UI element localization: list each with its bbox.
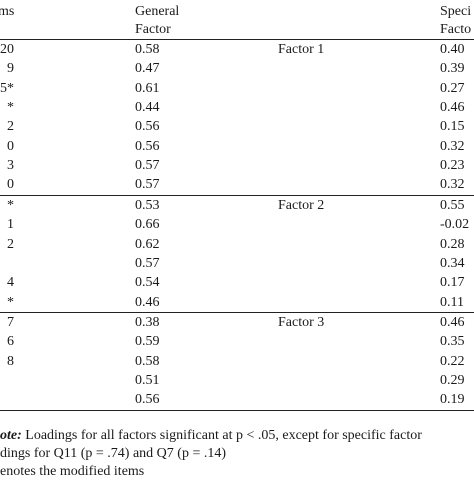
specific-loading: 0.46 xyxy=(440,100,465,116)
specific-loading: 0.34 xyxy=(440,255,465,271)
general-loading: 0.57 xyxy=(135,158,160,174)
item-label: 0 xyxy=(7,177,14,193)
item-label: * xyxy=(7,100,14,116)
note-line-2: dings for Q11 (p = .74) and Q7 (p = .14) xyxy=(0,446,227,461)
item-label: * xyxy=(7,197,14,213)
specific-loading: 0.22 xyxy=(440,353,465,369)
item-label: 5* xyxy=(0,80,14,96)
item-label: * xyxy=(7,294,14,310)
note-text: Loadings for all factors significant at … xyxy=(21,428,422,443)
note-label: ote: xyxy=(0,428,22,443)
factor-label: Factor 3 xyxy=(278,314,325,330)
note-line-1: ote: Loadings for all factors significan… xyxy=(0,428,422,444)
general-loading: 0.44 xyxy=(135,100,160,116)
general-loading: 0.59 xyxy=(135,334,160,350)
table-bottom-rule xyxy=(0,409,474,411)
general-loading: 0.54 xyxy=(135,275,160,291)
general-loading: 0.38 xyxy=(135,314,160,330)
item-label: 4 xyxy=(7,275,14,291)
specific-loading: 0.15 xyxy=(440,119,465,135)
general-loading: 0.47 xyxy=(135,61,160,77)
general-loading: 0.56 xyxy=(135,119,160,135)
general-loading: 0.56 xyxy=(135,392,160,408)
specific-loading: 0.23 xyxy=(440,158,465,174)
note-line-3: enotes the modified items xyxy=(0,464,145,479)
specific-loading: 0.32 xyxy=(440,177,465,193)
item-label: 0 xyxy=(7,138,14,154)
factor-label: Factor 2 xyxy=(278,197,325,213)
specific-loading: 0.27 xyxy=(440,80,465,96)
item-label: 1 xyxy=(7,217,14,233)
header-specific-line2: Facto xyxy=(440,22,472,37)
group-separator xyxy=(0,194,474,196)
specific-loading: 0.11 xyxy=(440,294,464,310)
specific-loading: 0.29 xyxy=(440,372,465,388)
item-label: 9 xyxy=(7,61,14,77)
header-general-line1: General xyxy=(135,4,180,19)
specific-loading: 0.35 xyxy=(440,334,465,350)
general-loading: 0.57 xyxy=(135,255,160,271)
general-loading: 0.57 xyxy=(135,177,160,193)
item-label: 6 xyxy=(7,334,14,350)
specific-loading: 0.19 xyxy=(440,392,465,408)
general-loading: 0.62 xyxy=(135,236,160,252)
item-label: 20 xyxy=(0,42,14,57)
general-loading: 0.66 xyxy=(135,217,160,233)
specific-loading: -0.02 xyxy=(440,217,470,233)
specific-loading: 0.40 xyxy=(440,42,465,57)
item-label: 8 xyxy=(7,353,14,369)
header-specific-line1: Speci xyxy=(440,4,472,19)
general-loading: 0.58 xyxy=(135,353,160,369)
group-separator xyxy=(0,311,474,313)
specific-loading: 0.55 xyxy=(440,197,465,213)
item-label: 2 xyxy=(7,119,14,135)
header-rule xyxy=(0,39,474,40)
factor-label: Factor 1 xyxy=(278,42,325,57)
general-loading: 0.56 xyxy=(135,138,160,154)
header-general-line2: Factor xyxy=(135,22,171,37)
specific-loading: 0.32 xyxy=(440,138,465,154)
header-items: ms xyxy=(0,4,15,19)
general-loading: 0.58 xyxy=(135,42,160,57)
general-loading: 0.53 xyxy=(135,197,160,213)
item-label: 3 xyxy=(7,158,14,174)
item-label: 7 xyxy=(7,314,14,330)
specific-loading: 0.17 xyxy=(440,275,465,291)
specific-loading: 0.39 xyxy=(440,61,465,77)
specific-loading: 0.28 xyxy=(440,236,465,252)
general-loading: 0.61 xyxy=(135,80,160,96)
specific-loading: 0.46 xyxy=(440,314,465,330)
general-loading: 0.46 xyxy=(135,294,160,310)
general-loading: 0.51 xyxy=(135,372,160,388)
item-label: 2 xyxy=(7,236,14,252)
